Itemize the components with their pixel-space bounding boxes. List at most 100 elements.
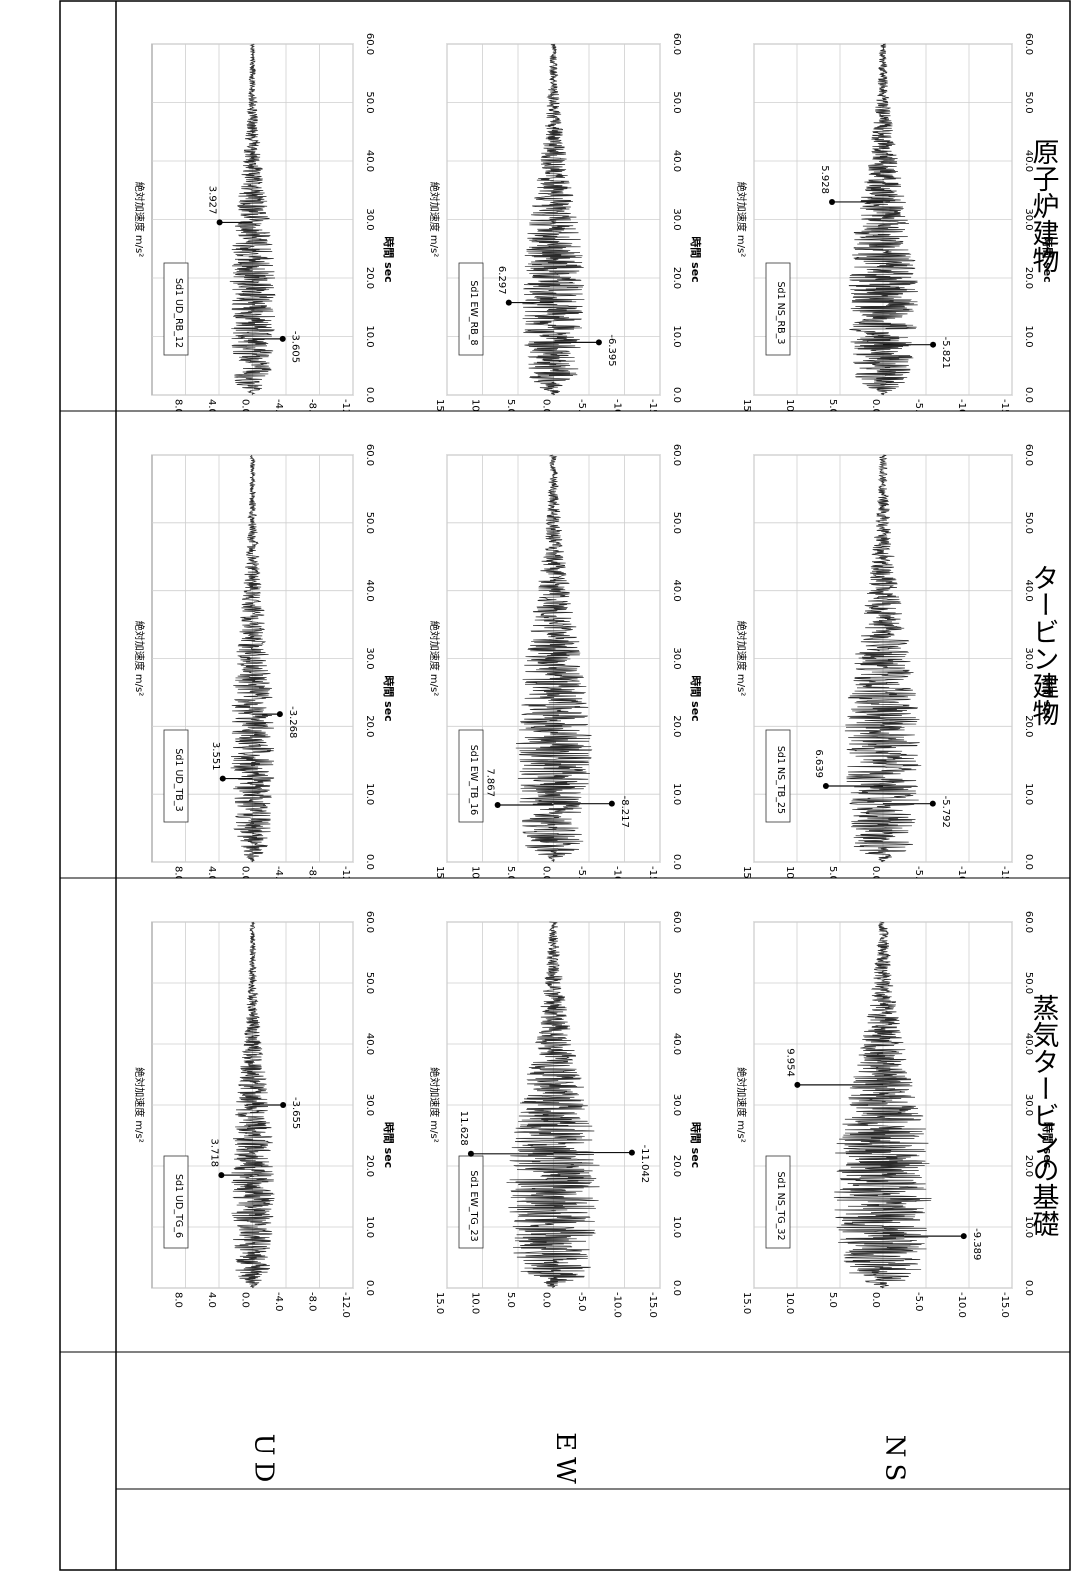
amplitude-tick-label: -5.0 [913, 866, 924, 878]
chart-sd1-ns_tg_32: 0.0 10.0 20.0 30.0 40.0 50.0 60.0 -15.0 -10.0 -5.… [735, 911, 1055, 1318]
peak-marker [930, 341, 937, 348]
amplitude-tick-label: -15.0 [999, 1292, 1010, 1318]
amplitude-tick-label: -10.0 [956, 866, 967, 878]
x-axis-label: 時間 sec [689, 236, 703, 282]
peak-label: -5.792 [940, 796, 951, 828]
amplitude-tick-label: 8.0 [173, 399, 184, 411]
y-axis-label: 絶対加速度 m/s² [428, 182, 441, 258]
legend-box [765, 1155, 791, 1249]
time-tick-label: 30.0 [671, 208, 682, 230]
time-tick-label: 20.0 [364, 267, 375, 289]
peak-marker [829, 198, 836, 205]
peak-marker [595, 339, 602, 346]
time-tick-label: 40.0 [1023, 150, 1034, 172]
y-axis-label: 絶対加速度 m/s² [735, 182, 748, 258]
row-header-label: NS [879, 1434, 909, 1488]
time-tick-label: 40.0 [364, 150, 375, 172]
legend-box [765, 729, 791, 823]
time-tick-label: 0.0 [1023, 1280, 1034, 1296]
amplitude-tick-label: -4.0 [273, 399, 284, 411]
legend-label: Sd1 UD_TB_3 [173, 748, 184, 811]
amplitude-tick-label: 15.0 [741, 399, 752, 411]
time-tick-label: 50.0 [364, 512, 375, 534]
time-tick-label: 20.0 [1023, 267, 1034, 289]
peak-label: -11.042 [639, 1145, 650, 1184]
peak-label: -3.605 [290, 331, 301, 363]
time-tick-label: 30.0 [671, 1094, 682, 1116]
time-tick-label: 40.0 [1023, 580, 1034, 602]
x-axis-label: 時間 sec [382, 1122, 396, 1168]
chart-sd1-ew_tb_16: 0.0 10.0 20.0 30.0 40.0 50.0 60.0 -15.0 -10.0 -5.… [428, 444, 703, 878]
chart-sd1-ns_rb_3: 0.0 10.0 20.0 30.0 40.0 50.0 60.0 -15.0 -10.0 -5.… [735, 33, 1055, 411]
legend-label: Sd1 UD_RB_12 [173, 278, 184, 348]
peak-label: -8.217 [619, 796, 630, 828]
amplitude-tick-label: -8.0 [307, 1292, 318, 1312]
legend-box [458, 1155, 484, 1249]
peak-marker [219, 775, 226, 782]
waveform-series [506, 921, 600, 1289]
time-tick-label: 30.0 [1023, 1094, 1034, 1116]
peak-marker [279, 335, 286, 342]
peak-marker [628, 1149, 635, 1156]
legend-label: Sd1 NS_RB_3 [775, 282, 786, 345]
peak-label: 3.718 [208, 1139, 219, 1168]
waveform-series [844, 454, 922, 863]
time-tick-label: 60.0 [1023, 33, 1034, 55]
time-tick-label: 50.0 [1023, 512, 1034, 534]
time-tick-label: 60.0 [1023, 444, 1034, 466]
peak-label: -3.655 [290, 1097, 301, 1129]
peak-label: 3.551 [210, 742, 221, 771]
time-tick-label: 50.0 [1023, 91, 1034, 113]
time-tick-label: 20.0 [671, 267, 682, 289]
x-axis-label: 時間 sec [382, 236, 396, 282]
amplitude-tick-label: -15.0 [999, 399, 1010, 411]
time-tick-label: 30.0 [364, 208, 375, 230]
x-axis-label: 時間 sec [382, 675, 396, 721]
time-tick-label: 0.0 [671, 1280, 682, 1296]
amplitude-tick-label: 10.0 [470, 1292, 481, 1314]
amplitude-tick-label: 5.0 [827, 399, 838, 411]
amplitude-tick-label: -15.0 [647, 1292, 658, 1318]
amplitude-tick-label: 0.0 [240, 1292, 251, 1308]
peak-marker [505, 299, 512, 306]
amplitude-tick-label: -12.0 [340, 1292, 351, 1318]
amplitude-tick-label: -10.0 [612, 866, 623, 878]
peak-marker [608, 800, 615, 807]
peak-label: 5.928 [819, 165, 830, 194]
peak-label: 9.954 [784, 1048, 795, 1077]
amplitude-tick-label: -8.0 [307, 399, 318, 411]
time-tick-label: 30.0 [1023, 647, 1034, 669]
amplitude-tick-label: 0.0 [240, 866, 251, 878]
peak-label: 3.927 [207, 186, 218, 215]
x-axis-label: 時間 sec [1041, 236, 1055, 282]
col-header-1: タービン建物 [1018, 411, 1068, 878]
y-axis-label: 絶対加速度 m/s² [133, 1067, 146, 1143]
amplitude-tick-label: -15.0 [647, 399, 658, 411]
time-tick-label: 10.0 [671, 1216, 682, 1238]
time-tick-label: 40.0 [671, 150, 682, 172]
time-tick-label: 0.0 [671, 387, 682, 403]
peak-label: 6.297 [496, 266, 507, 295]
y-axis-label: 絶対加速度 m/s² [735, 1067, 748, 1143]
x-axis-label: 時間 sec [1041, 675, 1055, 721]
amplitude-tick-label: -5.0 [576, 1292, 587, 1312]
y-axis-label: 絶対加速度 m/s² [133, 182, 146, 258]
chart-sd1-ud_rb_12: 0.0 10.0 20.0 30.0 40.0 50.0 60.0 -12.0 -8.0 -4.0… [133, 33, 396, 411]
peak-marker [467, 1150, 474, 1157]
amplitude-tick-label: -8.0 [307, 866, 318, 878]
time-tick-label: 50.0 [364, 972, 375, 994]
row-header-ud: UD [116, 1352, 411, 1570]
peak-label: 7.867 [485, 768, 496, 797]
time-tick-label: 0.0 [364, 1280, 375, 1296]
legend-label: Sd1 EW_RB_8 [468, 280, 479, 345]
legend-label: Sd1 EW_TG_23 [468, 1170, 479, 1241]
amplitude-tick-label: 5.0 [827, 866, 838, 878]
peak-label: -3.268 [287, 706, 298, 738]
amplitude-tick-label: -5.0 [576, 399, 587, 411]
time-tick-label: 30.0 [671, 647, 682, 669]
peak-marker [276, 711, 283, 718]
legend-label: Sd1 NS_TG_32 [775, 1171, 786, 1240]
waveform-series [231, 921, 275, 1289]
peak-label: 11.628 [458, 1111, 469, 1146]
time-tick-label: 20.0 [671, 715, 682, 737]
